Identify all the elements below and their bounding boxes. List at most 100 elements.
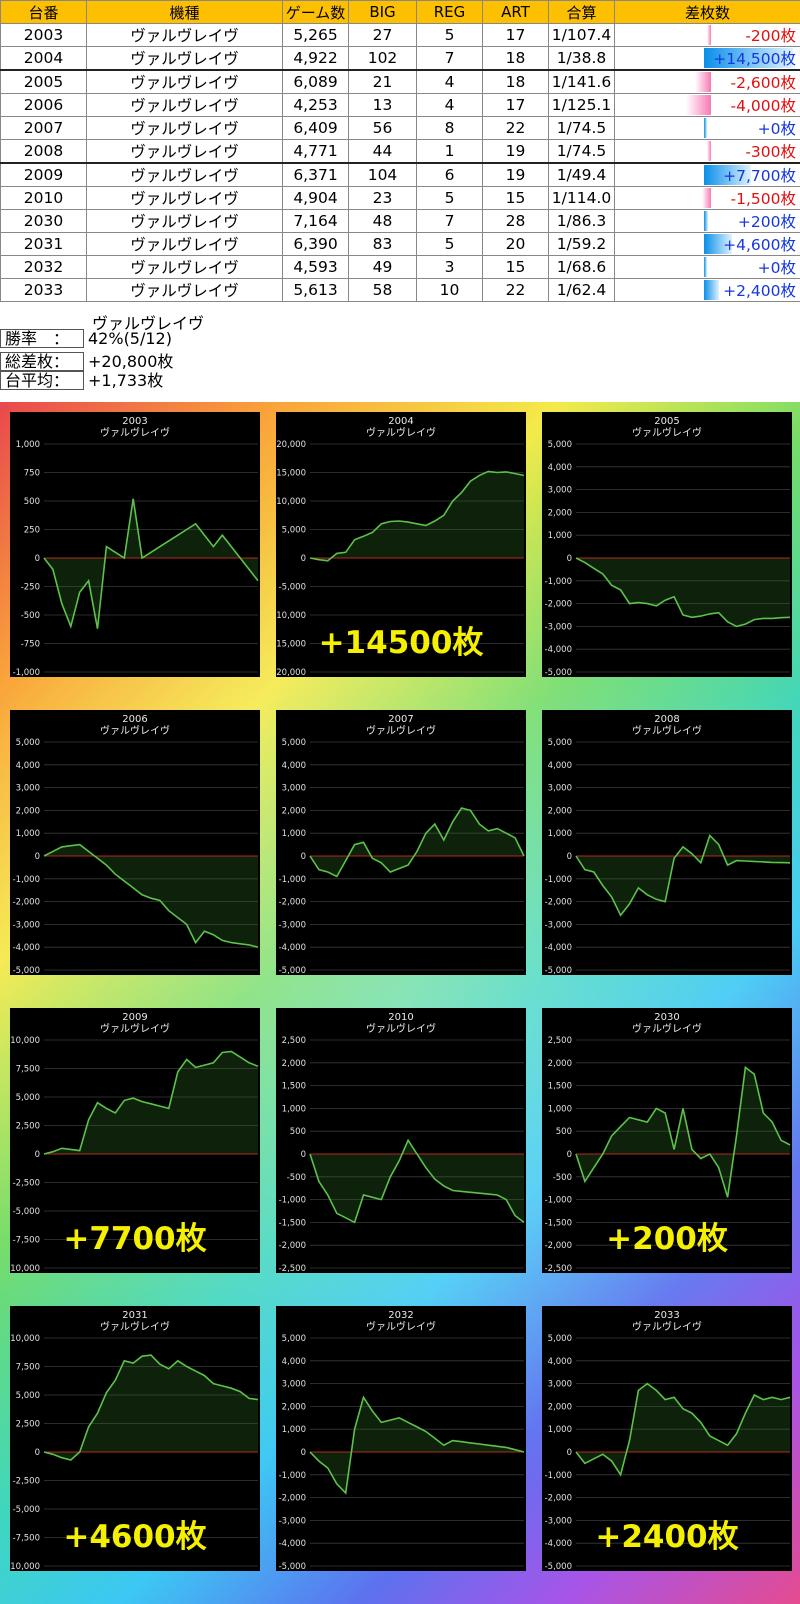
- series-line: [575, 557, 791, 628]
- y-tick-label: -2,000: [13, 898, 40, 908]
- cell-games: 4,922: [282, 46, 349, 71]
- y-tick-label: 500: [290, 1127, 306, 1137]
- cell-diff: -200枚: [614, 23, 800, 47]
- win-rate-label: 勝率 ：: [0, 329, 84, 348]
- table-row: 2003 ヴァルヴレイヴ 5,265 27 5 17 1/107.4 -200枚: [0, 23, 800, 47]
- y-tick-label: -500: [553, 1173, 572, 1183]
- cell-number: 2010: [0, 186, 87, 210]
- win-rate-value: 42%(5/12): [88, 329, 172, 348]
- diff-value: -200枚: [745, 27, 796, 45]
- chart-panel: 2031 ヴァルヴレイヴ 10,000 7,500 5,000 2,500 0 -2,500 -…: [10, 1306, 260, 1571]
- y-tick-label: -2,000: [279, 1494, 306, 1504]
- y-tick-label: 3,000: [548, 486, 572, 496]
- cell-diff: -1,500枚: [614, 186, 800, 210]
- y-tick-label: -1,500: [279, 1218, 306, 1228]
- y-tick-label: 2,500: [16, 1420, 40, 1430]
- col-header-art: ART: [482, 0, 549, 24]
- y-tick-label: -2,000: [545, 898, 572, 908]
- cell-big: 58: [348, 278, 417, 302]
- col-header-games: ゲーム数: [282, 0, 349, 24]
- y-tick-label: 5,000: [16, 1391, 40, 1401]
- cell-reg: 8: [416, 116, 483, 140]
- chart-overlay-total: +200枚: [606, 1221, 728, 1257]
- chart-panel: 2033 ヴァルヴレイヴ 5,000 4,000 3,000 2,000 1,000 0 -1,…: [542, 1306, 792, 1571]
- cell-number: 2031: [0, 232, 87, 256]
- y-tick-label: -1,000: [545, 577, 572, 587]
- chart-overlay-total: +2400枚: [595, 1519, 739, 1555]
- y-tick-label: -10,000: [10, 1562, 40, 1571]
- y-tick-label: -1,500: [545, 1218, 572, 1228]
- table-row: 2030 ヴァルヴレイヴ 7,164 48 7 28 1/86.3 +200枚: [0, 209, 800, 233]
- y-tick-label: -3,000: [545, 1516, 572, 1526]
- col-header-diff: 差枚数: [614, 0, 800, 24]
- cell-games: 7,164: [282, 209, 349, 233]
- cell-reg: 5: [416, 23, 483, 47]
- chart-title: 2005: [654, 416, 679, 427]
- y-tick-label: 250: [24, 526, 40, 536]
- cell-diff: -4,000枚: [614, 93, 800, 117]
- cell-diff: +14,500枚: [614, 46, 800, 71]
- y-tick-label: -2,500: [13, 1477, 40, 1487]
- series-area: [44, 498, 258, 629]
- y-tick-label: 4,000: [548, 761, 572, 771]
- cell-number: 2030: [0, 209, 87, 233]
- average-line: 台平均： +1,733枚: [0, 367, 163, 391]
- chart-subtitle: ヴァルヴレイヴ: [632, 426, 702, 439]
- cell-number: 2008: [0, 139, 87, 164]
- total-diff-line: 総差枚： +20,800枚: [0, 348, 173, 372]
- y-tick-label: -4,000: [545, 645, 572, 655]
- y-tick-label: -7,500: [13, 1236, 40, 1246]
- cell-big: 21: [348, 69, 417, 94]
- y-tick-label: -4,000: [279, 943, 306, 953]
- chart-panel: 2004 ヴァルヴレイヴ 20,000 15,000 10,000 5,000 0 -5,00…: [276, 412, 526, 677]
- cell-diff: +0枚: [614, 255, 800, 279]
- y-tick-label: 0: [35, 852, 40, 862]
- y-tick-label: -10,000: [10, 1264, 40, 1273]
- y-tick-label: -1,000: [545, 875, 572, 885]
- chart-subtitle: ヴァルヴレイヴ: [100, 1022, 170, 1035]
- cell-games: 6,371: [282, 162, 349, 187]
- y-tick-label: 0: [567, 1448, 572, 1458]
- cell-number: 2004: [0, 46, 87, 71]
- cell-art: 15: [482, 255, 549, 279]
- series-area: [576, 1383, 790, 1475]
- y-tick-label: -3,000: [545, 920, 572, 930]
- cell-art: 18: [482, 46, 549, 71]
- y-tick-label: 1,000: [548, 1425, 572, 1435]
- cell-games: 4,253: [282, 93, 349, 117]
- cell-art: 17: [482, 23, 549, 47]
- cell-art: 18: [482, 69, 549, 94]
- cell-model: ヴァルヴレイヴ: [86, 23, 283, 47]
- y-tick-label: 5,000: [548, 1334, 572, 1344]
- y-tick-label: -1,000: [13, 668, 40, 677]
- chart-panel: 2008 ヴァルヴレイヴ 5,000 4,000 3,000 2,000 1,000 0 -1,…: [542, 710, 792, 975]
- chart-subtitle: ヴァルヴレイヴ: [366, 426, 436, 439]
- diff-bar: [707, 25, 711, 45]
- cell-model: ヴァルヴレイヴ: [86, 46, 283, 71]
- y-tick-label: 2,000: [548, 806, 572, 816]
- cell-ratio: 1/141.6: [548, 69, 615, 94]
- y-tick-label: -2,500: [545, 1264, 572, 1273]
- diff-value: +2,400枚: [723, 282, 796, 300]
- chart-panel: 2009 ヴァルヴレイヴ 10,000 7,500 5,000 2,500 0 -2,500 -…: [10, 1008, 260, 1273]
- y-tick-label: 2,000: [282, 1402, 306, 1412]
- cell-reg: 4: [416, 93, 483, 117]
- cell-ratio: 1/86.3: [548, 209, 615, 233]
- cell-diff: +4,600枚: [614, 232, 800, 256]
- chart-panel: 2007 ヴァルヴレイヴ 5,000 4,000 3,000 2,000 1,000 0 -1,…: [276, 710, 526, 975]
- col-header-model: 機種: [86, 0, 283, 24]
- total-diff-value: +20,800枚: [88, 352, 174, 371]
- y-tick-label: -750: [21, 640, 40, 650]
- y-tick-label: 5,000: [16, 738, 40, 748]
- y-tick-label: 4,000: [282, 761, 306, 771]
- y-tick-label: 20,000: [276, 440, 306, 450]
- y-tick-label: 1,000: [282, 1104, 306, 1114]
- chart-subtitle: ヴァルヴレイヴ: [632, 1320, 702, 1333]
- y-tick-label: -3,000: [279, 920, 306, 930]
- table-row: 2033 ヴァルヴレイヴ 5,613 58 10 22 1/62.4 +2,400枚: [0, 278, 800, 302]
- table-header-row: 台番 機種 ゲーム数 BIG REG ART 合算 差枚数: [0, 0, 800, 24]
- y-tick-label: -5,000: [13, 966, 40, 975]
- chart-subtitle: ヴァルヴレイヴ: [100, 724, 170, 737]
